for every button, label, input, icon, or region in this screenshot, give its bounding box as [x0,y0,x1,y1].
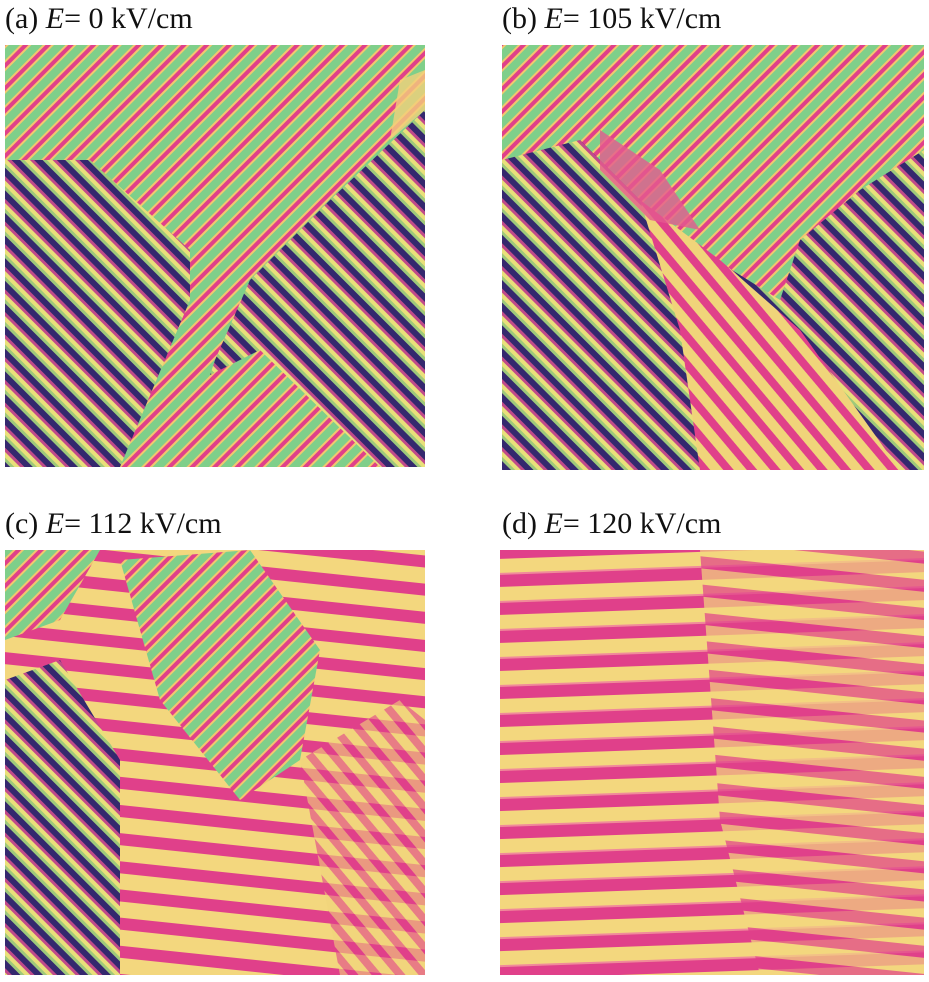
panel-tag: (c) [5,507,38,540]
panel-label: (d) E= 120 kV/cm [502,507,721,540]
panel-label: (b) E= 105 kV/cm [502,2,721,35]
panel-field: = 120 kV/cm [563,507,722,540]
panel-a: (a) E= 0 kV/cm [5,2,425,467]
panel-label: (a) E= 0 kV/cm [5,2,193,35]
panel-field: = 112 kV/cm [64,507,221,540]
domain-image [500,550,924,975]
panel-c: (c) E= 112 kV/cm [5,507,425,975]
panel-symbol: E [543,2,562,35]
panel-tag: (d) [502,507,537,540]
panel-tag: (a) [5,2,38,35]
domain-image [5,550,425,975]
domain-image [502,45,924,470]
panel-symbol: E [45,507,64,540]
panel-symbol: E [45,2,64,35]
domain-image [5,45,425,467]
panel-label: (c) E= 112 kV/cm [5,507,222,540]
panel-field: = 105 kV/cm [563,2,722,35]
panel-symbol: E [543,507,562,540]
panel-d: (d) E= 120 kV/cm [500,507,924,975]
panel-field: = 0 kV/cm [64,2,193,35]
panel-b: (b) E= 105 kV/cm [502,2,924,470]
panel-tag: (b) [502,2,537,35]
